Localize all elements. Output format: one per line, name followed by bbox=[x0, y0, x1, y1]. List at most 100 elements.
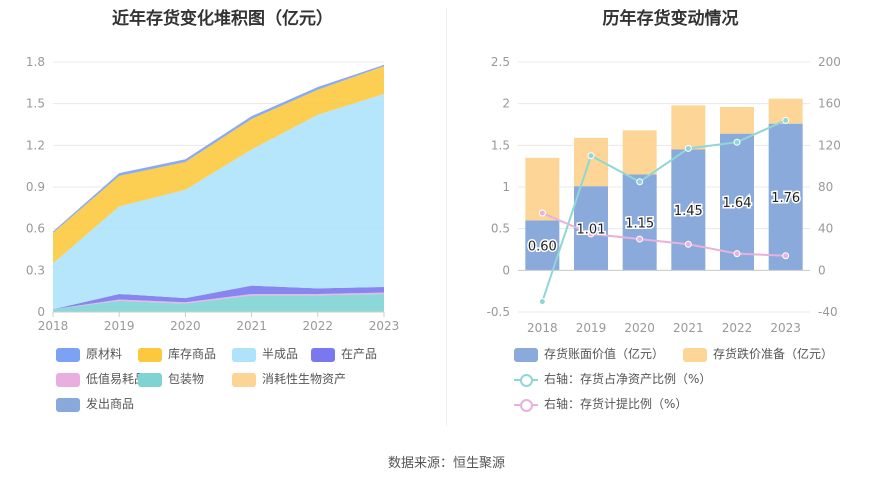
left-y-tick-label: 0.3 bbox=[26, 263, 45, 277]
line-inventory-net-asset-ratio bbox=[541, 119, 787, 302]
bar-value-label: 1.76 bbox=[771, 191, 800, 206]
right-left-y-tick-label: 1 bbox=[502, 180, 510, 194]
legend-label: 存货账面价值（亿元） bbox=[544, 347, 665, 361]
area-series-在产品 bbox=[53, 285, 384, 310]
left-x-tick-label: 2018 bbox=[38, 319, 69, 333]
right-right-y-tick-label: 0 bbox=[818, 263, 826, 277]
legend-item[interactable]: 库存商品 bbox=[138, 345, 216, 362]
legend-swatch bbox=[56, 347, 80, 362]
right-left-y-tick-label: -0.5 bbox=[487, 305, 510, 319]
left-x-tick-label: 2020 bbox=[170, 319, 201, 333]
line-point bbox=[733, 138, 741, 146]
line-point bbox=[782, 252, 790, 260]
bar-line-panel: 历年存货变动情况 -0.5 0 0.5 1 1.5 2 2.5 -40 0 40 80 120 160 2… bbox=[448, 0, 893, 430]
line-provision-ratio bbox=[541, 212, 786, 257]
bar-book-value bbox=[622, 174, 657, 271]
legend-swatch bbox=[514, 347, 538, 362]
left-x-tick-label: 2019 bbox=[104, 319, 135, 333]
legend-item[interactable]: 右轴：存货占净资产比例（%） bbox=[514, 370, 711, 387]
legend-item[interactable]: 消耗性生物资产 bbox=[232, 370, 346, 387]
left-x-tick-label: 2023 bbox=[369, 319, 400, 333]
legend-label: 右轴：存货占净资产比例（%） bbox=[544, 372, 712, 386]
right-right-y-tick-label: -40 bbox=[818, 305, 838, 319]
data-source: 数据来源：恒生聚源 bbox=[387, 456, 505, 471]
left-x-tick-label: 2022 bbox=[303, 319, 334, 333]
legend-label: 发出商品 bbox=[86, 397, 135, 411]
area-series-库存商品 bbox=[53, 66, 384, 264]
legend-swatch bbox=[138, 347, 162, 362]
bar-value-label: 1.15 bbox=[625, 216, 654, 231]
right-right-y-tick-label: 40 bbox=[818, 222, 833, 236]
right-chart-title: 历年存货变动情况 bbox=[602, 9, 739, 29]
line-point bbox=[587, 230, 595, 238]
legend-item[interactable]: 发出商品 bbox=[56, 395, 134, 412]
line-point bbox=[538, 209, 546, 217]
legend-swatch bbox=[514, 398, 538, 412]
stacked-area-panel: 近年存货变化堆积图（亿元） 0 0.3 0.6 0.9 1.2 1.5 1.8 2018 201… bbox=[0, 0, 445, 430]
left-y-tick-label: 1.2 bbox=[26, 138, 45, 152]
right-left-y-tick-label: 0.5 bbox=[491, 222, 510, 236]
legend-label: 消耗性生物资产 bbox=[262, 372, 347, 386]
right-x-tick-label: 2018 bbox=[527, 321, 558, 335]
legend-label: 库存商品 bbox=[168, 347, 217, 361]
left-y-tick-label: 0 bbox=[37, 305, 45, 319]
line-point bbox=[538, 298, 546, 306]
legend-item[interactable]: 包装物 bbox=[138, 370, 204, 387]
bar-impairment-provision bbox=[671, 105, 706, 150]
legend-label: 原材料 bbox=[86, 347, 123, 361]
line-point bbox=[782, 116, 790, 124]
legend-swatch bbox=[56, 397, 80, 412]
legend-label: 半成品 bbox=[262, 347, 299, 361]
bar-value-label: 1.01 bbox=[577, 222, 606, 237]
bar-impairment-provision bbox=[720, 107, 754, 134]
left-y-tick-label: 0.6 bbox=[26, 222, 45, 236]
right-left-y-tick-label: 1.5 bbox=[491, 138, 510, 152]
line-point bbox=[636, 235, 644, 243]
legend-item[interactable]: 半成品 bbox=[232, 345, 298, 362]
legend-marker bbox=[520, 398, 533, 412]
legend-swatch bbox=[683, 347, 707, 362]
legend-label: 在产品 bbox=[341, 347, 378, 361]
right-x-tick-label: 2020 bbox=[624, 321, 655, 335]
legend-item[interactable]: 原材料 bbox=[56, 345, 122, 362]
legend-label: 右轴：存货计提比例（%） bbox=[544, 397, 688, 411]
legend-item[interactable]: 存货账面价值（亿元） bbox=[514, 345, 664, 362]
line-point bbox=[587, 152, 595, 160]
area-series-半成品 bbox=[53, 93, 384, 310]
legend-item[interactable]: 在产品 bbox=[311, 345, 377, 362]
left-y-tick-label: 1.5 bbox=[26, 97, 45, 111]
right-x-tick-label: 2019 bbox=[576, 321, 607, 335]
legend-label: 低值易耗品 bbox=[86, 372, 147, 386]
bar-value-label: 0.60 bbox=[528, 239, 557, 254]
legend-item[interactable]: 低值易耗品 bbox=[56, 370, 146, 387]
right-x-tick-label: 2022 bbox=[722, 321, 753, 335]
legend-swatch bbox=[138, 372, 162, 387]
line-point bbox=[684, 144, 692, 152]
left-chart-title: 近年存货变化堆积图（亿元） bbox=[112, 9, 333, 29]
legend-swatch bbox=[232, 372, 256, 387]
right-left-y-tick-label: 2 bbox=[502, 97, 510, 111]
bar-value-label: 1.45 bbox=[674, 204, 703, 219]
legend-marker bbox=[520, 373, 533, 387]
left-y-tick-label: 1.8 bbox=[26, 55, 45, 69]
bar-line-chart: -0.5 0 0.5 1 1.5 2 2.5 -40 0 40 80 120 160 200 0.60 1.0… bbox=[487, 55, 841, 335]
legend-item[interactable]: 存货跌价准备（亿元） bbox=[683, 345, 833, 362]
bar-value-label: 1.64 bbox=[723, 196, 752, 211]
line-point bbox=[684, 240, 692, 248]
right-left-y-tick-label: 0 bbox=[502, 263, 510, 277]
right-right-y-tick-label: 160 bbox=[818, 97, 841, 111]
bar-book-value bbox=[525, 220, 560, 271]
stacked-area-chart: 0 0.3 0.6 0.9 1.2 1.5 1.8 2018 2019 2020 2021 2022 2… bbox=[26, 55, 400, 333]
left-y-tick-label: 0.9 bbox=[26, 180, 45, 194]
area-series-低值易耗品 bbox=[53, 292, 384, 310]
right-left-y-tick-label: 2.5 bbox=[491, 55, 510, 69]
bar-book-value bbox=[720, 133, 754, 271]
legend-swatch bbox=[232, 347, 256, 362]
panel-divider bbox=[446, 8, 447, 426]
right-right-y-tick-label: 120 bbox=[818, 138, 841, 152]
left-x-tick-label: 2021 bbox=[236, 319, 267, 333]
right-x-tick-label: 2023 bbox=[770, 321, 801, 335]
legend-item[interactable]: 右轴：存货计提比例（%） bbox=[514, 395, 687, 412]
area-series-包装物 bbox=[53, 293, 384, 312]
bar-book-value bbox=[671, 149, 706, 271]
